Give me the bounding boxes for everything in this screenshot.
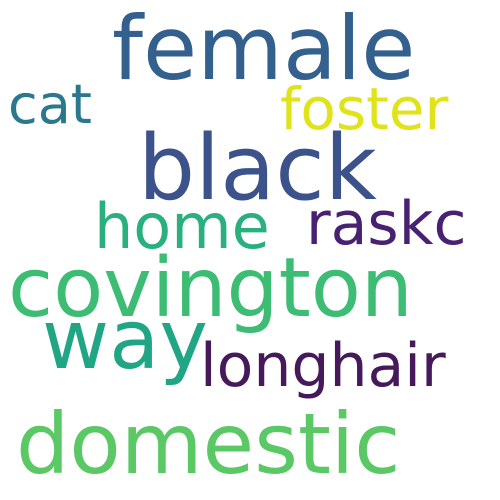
word-longhair: longhair bbox=[200, 331, 446, 401]
word-home: home bbox=[94, 190, 270, 263]
word-female: female bbox=[112, 0, 416, 100]
word-domestic: domestic bbox=[16, 395, 401, 493]
word-black: black bbox=[138, 116, 377, 221]
word-covington: covington bbox=[8, 241, 413, 336]
word-way: way bbox=[42, 293, 208, 388]
word-cat: cat bbox=[8, 73, 92, 136]
word-raskc: raskc bbox=[306, 189, 467, 259]
word-foster: foster bbox=[280, 75, 449, 143]
